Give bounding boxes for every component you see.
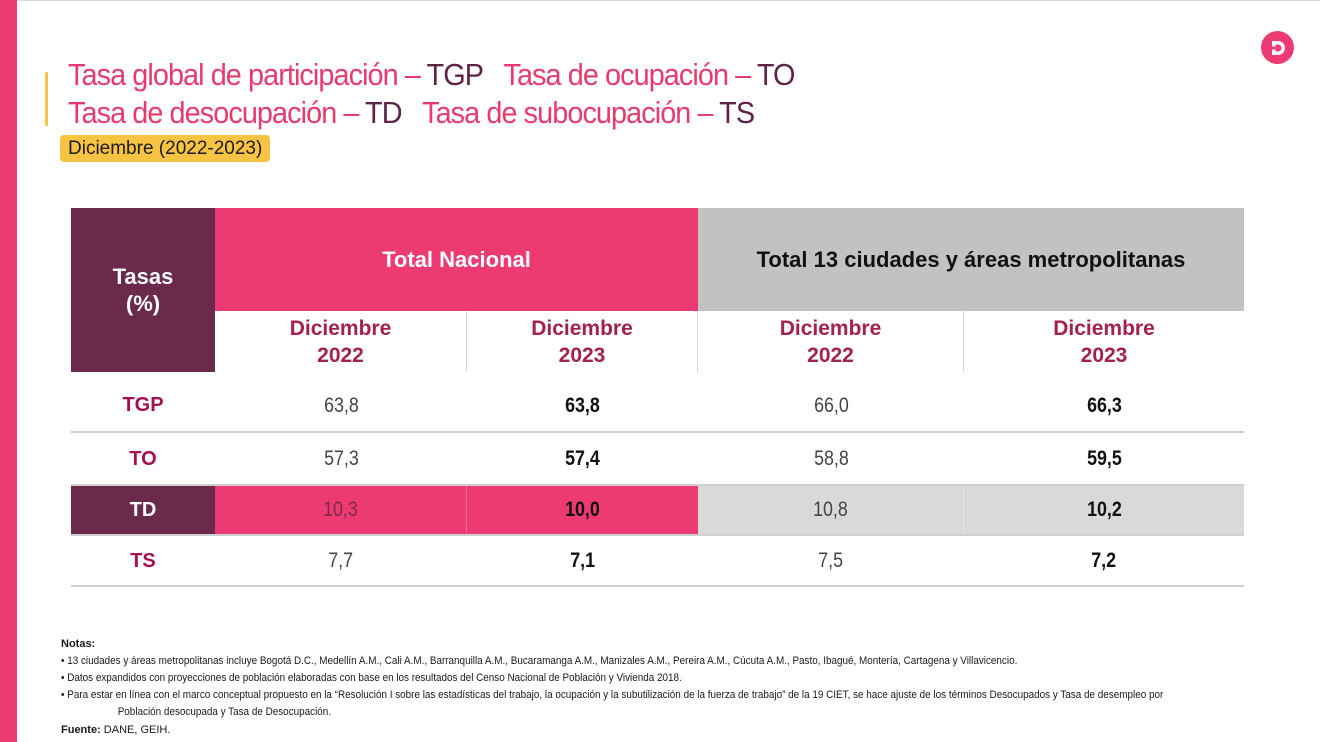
subheader-month: Diciembre [1053,316,1155,340]
value-cell: 63,8 [215,380,467,431]
value-text: 10,2 [1086,498,1122,521]
top-divider [0,0,1320,1]
value-cell: 66,3 [964,380,1244,431]
value-cell: 63,8 [467,380,698,431]
title-line-2: Tasa de desocupación – TD Tasa de subocup… [68,95,755,131]
period-badge: Diciembre (2022-2023) [60,135,271,162]
value-cell: 10,8 [698,486,964,534]
value-cell: 7,7 [215,537,467,585]
table-row-ts: TS 7,7 7,1 7,5 7,2 [71,537,1244,587]
value-text: 66,0 [813,393,849,417]
subheader-year: 2023 [1080,343,1128,367]
value-text: 10,0 [565,498,600,521]
source-label: Fuente: [61,724,101,736]
title-td-label: Tasa de desocupación – [68,95,366,130]
notes-title: Notas: [61,638,96,650]
value-text: 63,8 [565,393,600,417]
note-item: • Para estar en línea con el marco conce… [61,689,1164,701]
title-to-abbr: TO [756,57,796,92]
subheader-month: Diciembre [289,316,392,340]
title-line-1: Tasa global de participación – TGP Tasa d… [68,57,796,93]
value-text: 57,3 [323,447,359,470]
value-cell: 57,4 [467,434,698,484]
note-item: • Datos expandidos con proyecciones de p… [61,672,682,684]
title-td-abbr: TD [365,95,403,130]
value-cell: 58,8 [698,434,964,484]
row-label: TO [129,447,157,470]
value-text: 7,1 [570,549,595,572]
subheader-month: Diciembre [779,316,882,340]
value-cell: 66,0 [698,380,964,431]
source-value: DANE, GEIH. [100,724,171,736]
table-row-td-highlighted: TD 10,3 10,0 10,8 10,2 [71,486,1244,536]
value-text: 7,2 [1091,549,1117,572]
notes-section: Notas: • 13 ciudades y áreas metropolita… [61,636,1286,739]
title-tgp-label: Tasa global de participación – [68,57,427,92]
value-text: 57,4 [565,447,600,470]
subheader-year: 2022 [807,343,854,367]
value-cell: 7,5 [698,537,964,585]
header-tasas-line2: (%) [125,291,161,316]
value-text: 66,3 [1086,393,1122,417]
value-cell: 10,2 [964,486,1244,534]
dane-d-logo-icon [1261,31,1294,64]
left-brand-bar [0,0,17,742]
value-cell: 7,2 [964,537,1244,585]
note-item: • 13 ciudades y áreas metropolitanas inc… [61,655,1018,667]
header-total-13-ciudades: Total 13 ciudades y áreas metropolitanas [698,208,1244,311]
subheader-year: 2022 [317,343,364,367]
value-text: 7,7 [328,549,354,572]
title-ts-abbr: TS [719,95,755,130]
title-to-label: Tasa de ocupación – [503,57,757,92]
subheader-month: Diciembre [531,316,633,340]
value-text: 58,8 [813,447,849,470]
value-text: 7,5 [818,549,844,572]
row-label: TS [130,549,156,572]
subheader-13ciudades-2022: Diciembre 2022 [698,311,964,372]
value-text: 59,5 [1086,447,1122,470]
table-row-tgp: TGP 63,8 63,8 66,0 66,3 [71,380,1244,433]
value-cell: 10,0 [467,486,698,534]
subheader-nacional-2022: Diciembre 2022 [215,311,467,372]
value-text: 10,8 [813,498,848,521]
value-cell: 59,5 [964,434,1244,484]
title-ts-label: Tasa de subocupación – [422,95,720,130]
subheader-13ciudades-2023: Diciembre 2023 [964,311,1244,372]
value-cell: 7,1 [467,537,698,585]
subheader-nacional-2023: Diciembre 2023 [467,311,698,372]
header-total-nacional: Total Nacional [215,208,698,311]
header-tasas: Tasas (%) [71,208,215,372]
value-text: 63,8 [323,393,359,417]
title-accent-line [45,72,48,126]
title-tgp-abbr: TGP [426,57,484,92]
source-line: Fuente: DANE, GEIH. [61,722,1286,739]
note-item-continuation: Población desocupada y Tasa de Desocupac… [117,706,332,718]
value-text: 10,3 [323,498,358,521]
value-cell: 10,3 [215,486,467,534]
header-tasas-line1: Tasas [112,264,174,289]
table-row-to: TO 57,3 57,4 58,8 59,5 [71,434,1244,486]
row-label: TGP [122,394,164,416]
subheader-year: 2023 [558,343,606,367]
d-letter-icon [1269,40,1285,55]
row-label: TD [71,486,215,534]
value-cell: 57,3 [215,434,467,484]
